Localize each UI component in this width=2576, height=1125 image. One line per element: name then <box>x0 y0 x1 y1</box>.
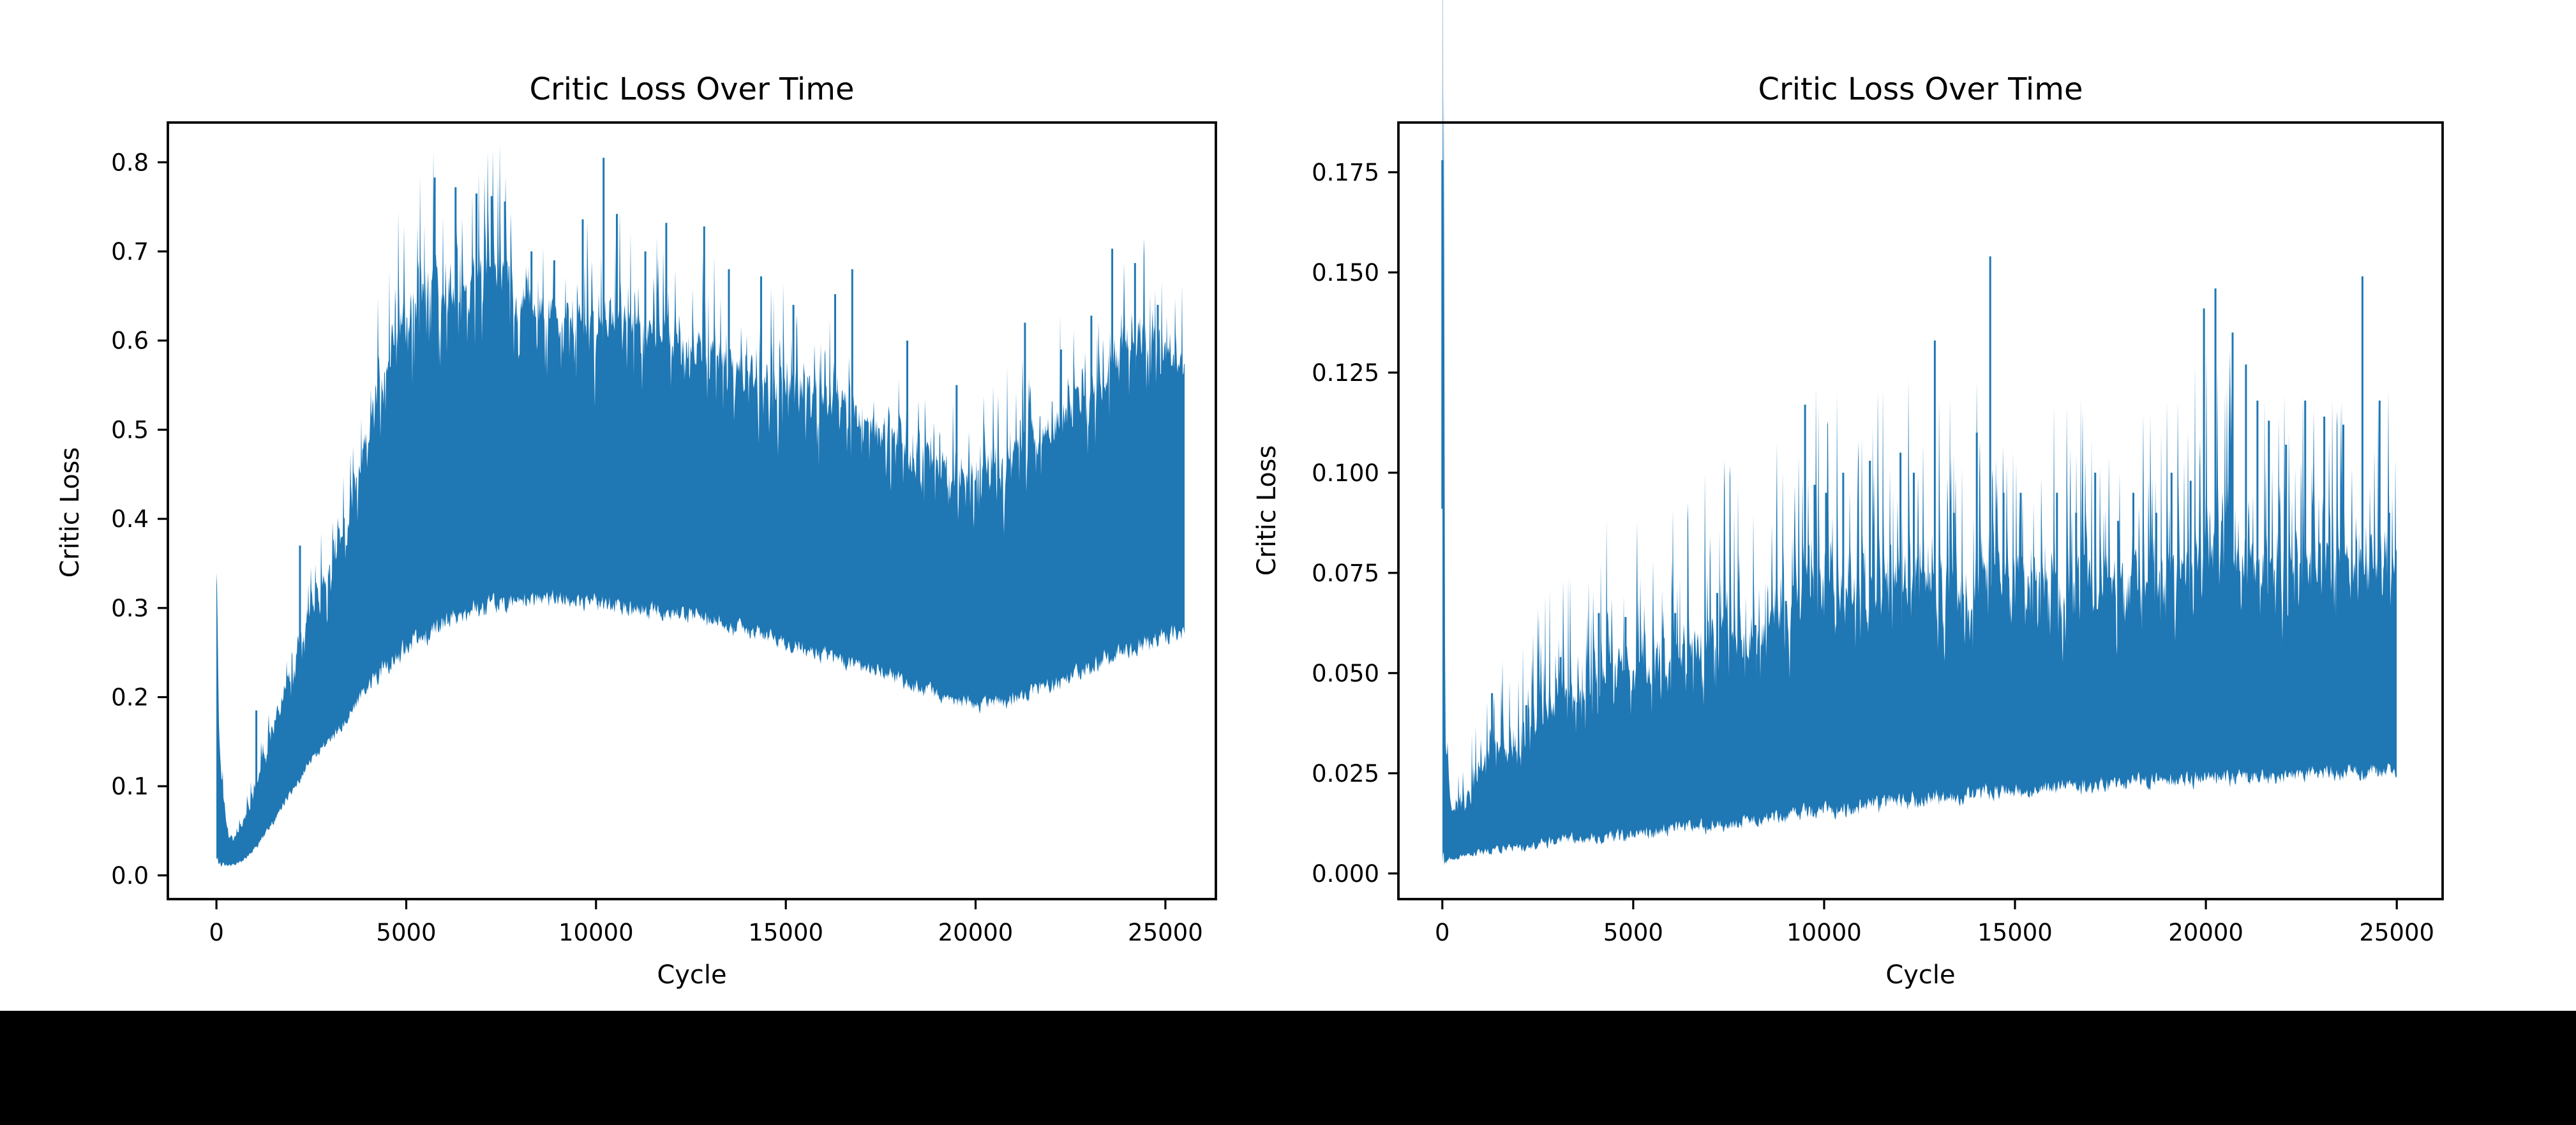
x-tick-label: 0 <box>1435 919 1450 946</box>
x-tick-label: 10000 <box>558 919 634 946</box>
axes-frame <box>1397 121 2444 900</box>
axes-frame <box>167 121 1217 900</box>
y-tick-label: 0.025 <box>1312 760 1379 787</box>
y-tick-label: 0.6 <box>111 327 149 355</box>
y-tick-label: 0.000 <box>1312 860 1379 888</box>
y-tick-label: 0.8 <box>111 149 149 176</box>
y-tick-label: 0.075 <box>1312 560 1379 587</box>
x-tick-label: 20000 <box>938 919 1014 946</box>
x-tick-label: 5000 <box>376 919 436 946</box>
axis-ticks: 0 5000 10000 15000 20000 25000 0.0 0.1 0.2 0.3 0.4… <box>111 149 1203 946</box>
chart-title: Critic Loss Over Time <box>1758 71 2083 107</box>
y-tick-label: 0.4 <box>111 505 149 533</box>
x-axis-label: Cycle <box>1885 960 1956 990</box>
x-tick-label: 10000 <box>1786 919 1862 946</box>
y-tick-label: 0.125 <box>1312 359 1379 387</box>
axis-ticks: 0 5000 10000 15000 20000 25000 0.000 0.025 0.050… <box>1312 159 2434 946</box>
x-tick-label: 15000 <box>748 919 823 946</box>
x-axis-label: Cycle <box>657 960 727 990</box>
y-tick-label: 0.5 <box>111 416 149 443</box>
y-tick-label: 0.100 <box>1312 459 1379 487</box>
y-tick-label: 0.7 <box>111 238 149 265</box>
y-tick-label: 0.3 <box>111 595 149 622</box>
y-tick-label: 0.175 <box>1312 159 1379 186</box>
y-tick-label: 0.1 <box>111 773 149 800</box>
x-tick-label: 0 <box>209 919 224 946</box>
series-spikes <box>255 158 1159 814</box>
series-band <box>216 143 1185 867</box>
x-tick-label: 25000 <box>1128 919 1203 946</box>
y-tick-label: 0.150 <box>1312 259 1379 287</box>
bottom-black-bar <box>0 1011 2576 1125</box>
y-tick-label: 0.2 <box>111 684 149 712</box>
y-tick-label: 0.050 <box>1312 660 1379 687</box>
chart-title: Critic Loss Over Time <box>529 71 855 107</box>
y-tick-label: 0.0 <box>111 862 149 890</box>
series-band <box>1442 0 2397 865</box>
x-tick-label: 5000 <box>1603 919 1663 946</box>
series-spikes <box>1441 160 2390 803</box>
x-tick-label: 15000 <box>1977 919 2053 946</box>
x-tick-label: 25000 <box>2359 919 2434 946</box>
x-tick-label: 20000 <box>2168 919 2243 946</box>
